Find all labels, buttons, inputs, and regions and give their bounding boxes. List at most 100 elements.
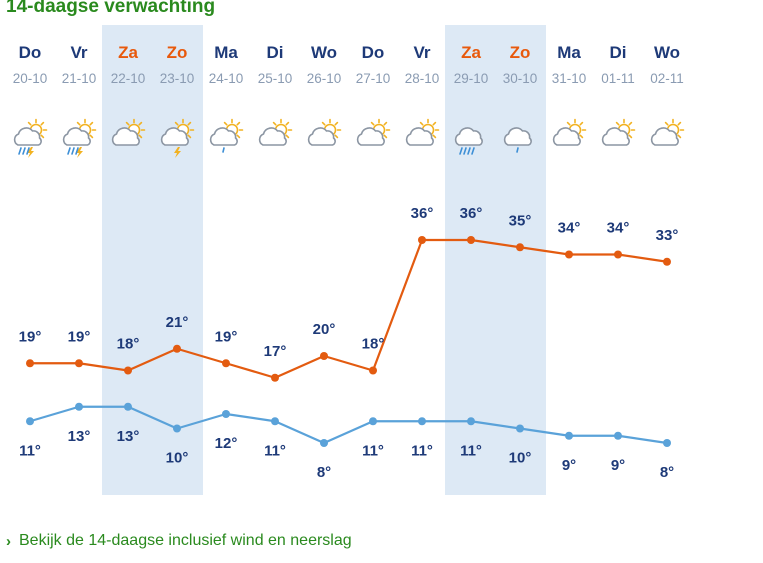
details-link[interactable]: › Bekijk de 14-daagse inclusief wind en … bbox=[6, 532, 352, 550]
min-temp-point bbox=[418, 417, 426, 426]
min-temp-point bbox=[467, 417, 475, 426]
min-temp-label: 10° bbox=[509, 450, 532, 467]
drizzle-drop bbox=[516, 147, 519, 153]
rain-drop bbox=[459, 147, 463, 155]
lightning-bolt bbox=[76, 147, 83, 158]
max-temp-label: 19° bbox=[19, 328, 42, 345]
cloud-shape bbox=[62, 127, 91, 146]
weekend-band bbox=[445, 25, 546, 495]
max-temp-point bbox=[124, 366, 132, 375]
day-date: 31-10 bbox=[552, 71, 587, 86]
sun-ray bbox=[579, 134, 584, 139]
cloud-shape bbox=[160, 127, 189, 146]
max-temp-label: 18° bbox=[362, 336, 385, 353]
sun-ray bbox=[285, 121, 290, 126]
sun-ray bbox=[40, 134, 45, 139]
sun-ray bbox=[40, 121, 45, 126]
day-name: Zo bbox=[167, 43, 188, 62]
sun-ray bbox=[285, 134, 290, 139]
day-name: Vr bbox=[70, 43, 87, 62]
day-date: 24-10 bbox=[209, 71, 244, 86]
max-temp-label: 21° bbox=[166, 314, 189, 331]
details-link-label: Bekijk de 14-daagse inclusief wind en ne… bbox=[19, 532, 352, 549]
min-temp-line bbox=[29, 405, 668, 445]
cloud-shape bbox=[503, 127, 532, 146]
day-name: Do bbox=[362, 43, 385, 62]
sun-ray bbox=[236, 134, 241, 139]
day-date: 25-10 bbox=[258, 71, 293, 86]
min-temp-label: 13° bbox=[68, 428, 91, 445]
sun-ray bbox=[89, 134, 94, 139]
min-temp-label: 8° bbox=[317, 464, 331, 481]
max-temp-point bbox=[320, 352, 328, 360]
sun-ray bbox=[419, 121, 424, 126]
rain-drop bbox=[471, 147, 475, 155]
max-temp-label: 34° bbox=[607, 220, 630, 237]
min-temp-label: 10° bbox=[166, 450, 189, 467]
min-temp-point bbox=[173, 424, 181, 433]
min-temp-label: 11° bbox=[19, 442, 41, 459]
cloud-shape bbox=[650, 127, 679, 146]
sun-ray bbox=[334, 134, 339, 139]
day-date: 22-10 bbox=[111, 71, 146, 86]
min-temp-label: 11° bbox=[264, 442, 286, 459]
sun-ray bbox=[187, 121, 192, 126]
cloud-shape bbox=[356, 127, 385, 146]
min-temp-point bbox=[565, 431, 573, 440]
rain-drop bbox=[18, 147, 22, 155]
max-temp-point bbox=[418, 236, 426, 244]
day-date: 26-10 bbox=[307, 71, 342, 86]
sun-ray bbox=[236, 121, 241, 126]
sun-cloud-icon bbox=[111, 118, 146, 146]
sun-ray bbox=[27, 121, 32, 126]
max-temp-label: 36° bbox=[460, 205, 483, 222]
sun-ray bbox=[432, 134, 437, 139]
rain-drop bbox=[26, 147, 30, 155]
min-temp-point bbox=[516, 424, 524, 433]
chevron-right-icon: › bbox=[6, 532, 11, 550]
sun-ray bbox=[223, 121, 228, 126]
day-name: Vr bbox=[413, 43, 430, 62]
max-temp-point bbox=[565, 250, 573, 259]
sun-ray bbox=[187, 134, 192, 139]
max-temp-point bbox=[516, 243, 524, 252]
day-name: Za bbox=[461, 43, 481, 62]
cloud-shape bbox=[552, 127, 581, 146]
rain-drop bbox=[67, 147, 71, 155]
day-date: 21-10 bbox=[62, 71, 97, 86]
cloud-shape bbox=[209, 127, 238, 146]
max-temp-line bbox=[30, 238, 668, 379]
min-temp-point bbox=[271, 417, 279, 426]
max-temp-label: 36° bbox=[411, 205, 434, 222]
day-name: Di bbox=[610, 43, 627, 62]
max-temp-label: 20° bbox=[313, 321, 336, 338]
cloud-shape bbox=[258, 127, 287, 146]
day-name: Za bbox=[118, 43, 138, 62]
sun-ray bbox=[383, 121, 388, 126]
day-name: Zo bbox=[510, 43, 531, 62]
sun-ray bbox=[76, 121, 81, 126]
min-temp-label: 8° bbox=[660, 464, 674, 481]
sun-ray bbox=[628, 134, 633, 139]
day-name: Do bbox=[19, 43, 42, 62]
cloud-shape bbox=[111, 127, 140, 146]
cloud-shape bbox=[13, 127, 42, 146]
min-temp-point bbox=[75, 402, 83, 411]
cloud-shape bbox=[601, 127, 630, 146]
sun-ray bbox=[334, 121, 339, 126]
sun-ray bbox=[566, 121, 571, 126]
min-temp-label: 11° bbox=[411, 442, 433, 459]
sun-ray bbox=[138, 121, 143, 126]
rain-drop bbox=[75, 147, 79, 155]
sun-ray bbox=[677, 134, 682, 139]
sun-ray bbox=[432, 121, 437, 126]
lightning-bolt bbox=[174, 147, 181, 158]
day-date: 28-10 bbox=[405, 71, 440, 86]
min-temp-point bbox=[320, 439, 328, 447]
max-temp-point bbox=[271, 373, 279, 382]
day-date: 27-10 bbox=[356, 71, 391, 86]
sun-ray bbox=[174, 121, 179, 126]
min-temp-label: 11° bbox=[460, 442, 482, 459]
sun-cloud-drizzle-icon bbox=[209, 118, 244, 153]
lightning-bolt bbox=[27, 147, 34, 158]
